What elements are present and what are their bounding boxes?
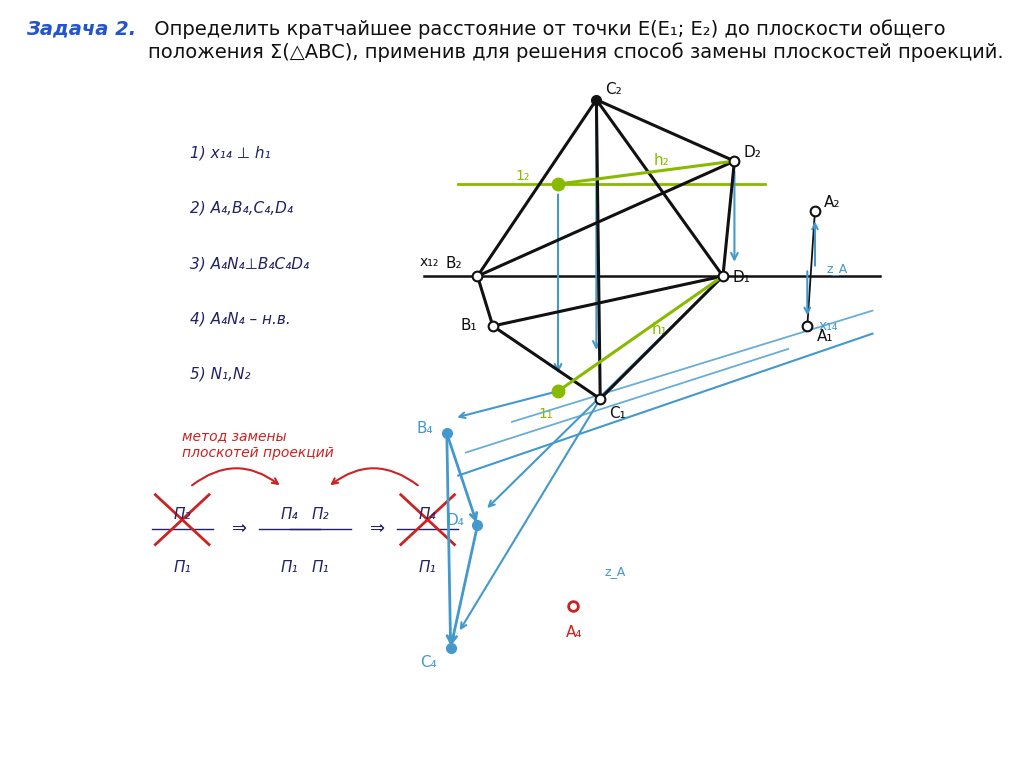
Text: П₁: П₁ bbox=[281, 560, 298, 575]
Text: B₂: B₂ bbox=[445, 256, 462, 272]
Text: Определить кратчайшее расстояние от точки E(E₁; E₂) до плоскости общего
положени: Определить кратчайшее расстояние от точк… bbox=[148, 19, 1005, 61]
Text: П₁: П₁ bbox=[173, 560, 191, 575]
Text: C₂: C₂ bbox=[605, 81, 623, 97]
FancyBboxPatch shape bbox=[121, 0, 903, 767]
Text: D₁: D₁ bbox=[732, 270, 750, 285]
Text: П₂: П₂ bbox=[311, 506, 329, 522]
Text: П₁: П₁ bbox=[311, 560, 329, 575]
Text: П₄: П₄ bbox=[419, 506, 436, 522]
Text: A₁: A₁ bbox=[816, 329, 833, 344]
Text: h₂: h₂ bbox=[654, 153, 670, 168]
Text: h₁: h₁ bbox=[652, 321, 668, 337]
Text: A₄: A₄ bbox=[565, 624, 583, 640]
Text: C₄: C₄ bbox=[420, 655, 436, 670]
Text: 5) N₁,N₂: 5) N₁,N₂ bbox=[189, 367, 250, 382]
Text: 1₂: 1₂ bbox=[516, 170, 530, 183]
Text: C₁: C₁ bbox=[609, 406, 626, 421]
Text: D₂: D₂ bbox=[743, 145, 762, 160]
Text: B₄: B₄ bbox=[416, 421, 433, 436]
Text: П₄: П₄ bbox=[281, 506, 298, 522]
Text: x₁₂: x₁₂ bbox=[420, 255, 439, 269]
Text: D₄: D₄ bbox=[446, 513, 465, 528]
Text: П₁: П₁ bbox=[419, 560, 436, 575]
Text: 4) A₄N₄ – н.в.: 4) A₄N₄ – н.в. bbox=[189, 311, 291, 327]
Text: П₂: П₂ bbox=[173, 506, 191, 522]
Text: 1) x₁₄ ⊥ h₁: 1) x₁₄ ⊥ h₁ bbox=[189, 146, 270, 161]
Text: 1₁: 1₁ bbox=[539, 407, 553, 421]
Text: B₁: B₁ bbox=[461, 318, 477, 333]
Text: 3) A₄N₄⊥B₄C₄D₄: 3) A₄N₄⊥B₄C₄D₄ bbox=[189, 256, 309, 272]
Text: ⇒: ⇒ bbox=[371, 520, 385, 538]
Text: ⇒: ⇒ bbox=[232, 520, 247, 538]
Text: x₁₄: x₁₄ bbox=[819, 319, 839, 333]
Text: 2) A₄,B₄,C₄,D₄: 2) A₄,B₄,C₄,D₄ bbox=[189, 201, 293, 216]
Text: z_A: z_A bbox=[604, 565, 626, 578]
Text: z_A: z_A bbox=[826, 262, 848, 275]
Text: Задача 2.: Задача 2. bbox=[26, 19, 136, 38]
Text: метод замены
плоскотей проекций: метод замены плоскотей проекций bbox=[182, 430, 334, 459]
Text: A₂: A₂ bbox=[824, 195, 841, 210]
